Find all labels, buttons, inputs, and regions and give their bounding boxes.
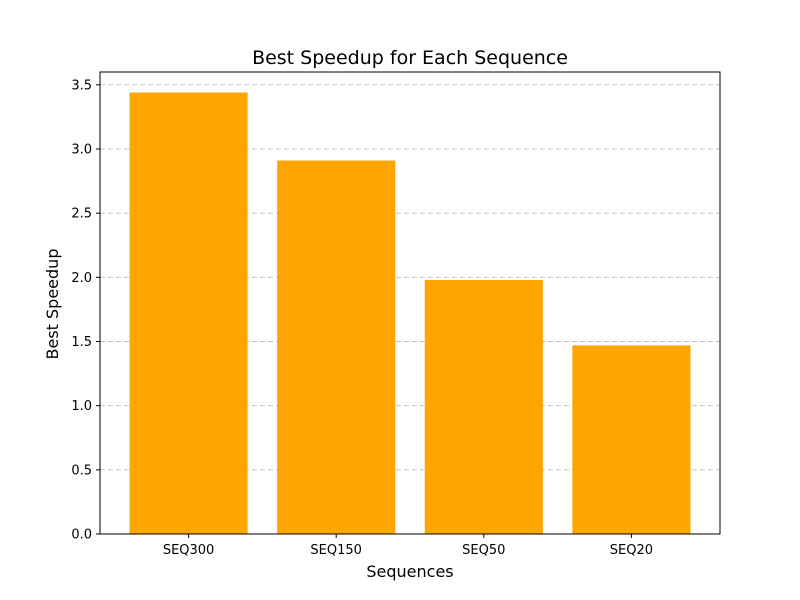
chart-title: Best Speedup for Each Sequence: [252, 47, 568, 69]
y-tick-label: 1.0: [71, 399, 92, 414]
y-axis-ticks: 0.0 0.5 1.0 1.5 2.0 2.5 3.0 3.5: [71, 78, 100, 543]
x-tick-label: SEQ50: [462, 543, 505, 558]
x-axis-label: Sequences: [366, 562, 453, 581]
y-tick-label: 3.0: [71, 143, 92, 158]
bar-seq20: [572, 345, 691, 534]
x-tick-label: SEQ300: [163, 543, 215, 558]
bar-seq300: [129, 92, 248, 535]
y-axis-label: Best Speedup: [43, 249, 62, 360]
y-tick-label: 2.5: [71, 207, 92, 222]
y-tick-label: 1.5: [71, 335, 92, 350]
x-tick-label: SEQ20: [610, 543, 653, 558]
y-tick-label: 0.0: [71, 528, 92, 543]
x-tick-label: SEQ150: [310, 543, 362, 558]
y-tick-label: 2.0: [71, 271, 92, 286]
plot-frame: [99, 71, 721, 535]
bar-seq50: [424, 279, 543, 534]
x-axis-ticks: SEQ300 SEQ150 SEQ50 SEQ20: [163, 534, 653, 558]
y-tick-label: 3.5: [71, 78, 92, 93]
y-tick-label: 0.5: [71, 463, 92, 478]
bars: [129, 92, 691, 535]
bar-seq150: [277, 160, 396, 535]
